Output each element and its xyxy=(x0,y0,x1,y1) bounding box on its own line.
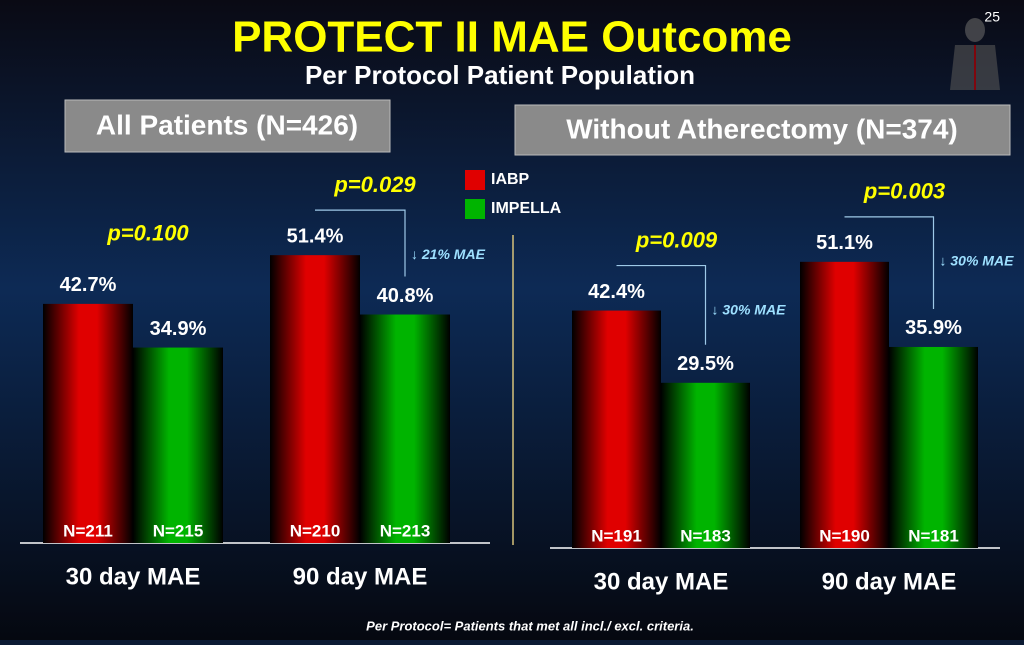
bar xyxy=(133,347,223,543)
p-value: p=0.100 xyxy=(106,221,189,246)
reduction-label: ↓ 21% MAE xyxy=(411,246,486,262)
n-label: N=213 xyxy=(380,521,431,540)
bar xyxy=(889,346,978,548)
legend-swatch xyxy=(465,199,485,219)
panel-title: All Patients (N=426) xyxy=(96,109,358,140)
x-tick-label: 30 day MAE xyxy=(594,568,729,595)
legend-label: IABP xyxy=(491,171,530,188)
reduction-label: ↓ 30% MAE xyxy=(940,253,1015,269)
page-number: 25 xyxy=(984,9,1000,25)
bar xyxy=(572,310,661,548)
reduction-label: ↓ 30% MAE xyxy=(712,301,787,317)
bracket xyxy=(616,264,707,345)
data-label: 51.4% xyxy=(287,225,344,247)
logo xyxy=(950,18,1000,90)
data-label: 51.1% xyxy=(816,232,873,254)
n-label: N=215 xyxy=(153,521,204,540)
bar xyxy=(43,303,133,543)
bracket xyxy=(315,209,406,277)
n-label: N=211 xyxy=(63,521,113,540)
panel-title: Without Atherectomy (N=374) xyxy=(566,113,958,144)
legend-swatch xyxy=(465,170,485,190)
data-label: 34.9% xyxy=(150,318,207,340)
p-value: p=0.003 xyxy=(863,179,945,204)
bar xyxy=(360,314,450,543)
data-label: 29.5% xyxy=(677,353,734,375)
x-tick-label: 90 day MAE xyxy=(822,568,957,595)
bar xyxy=(661,382,750,548)
subtitle: Per Protocol Patient Population xyxy=(305,60,695,90)
data-label: 40.8% xyxy=(377,285,434,307)
panel-title-box xyxy=(64,99,391,153)
bracket xyxy=(844,216,935,309)
legend-label: IMPELLA xyxy=(491,200,562,217)
n-label: N=191 xyxy=(591,526,642,545)
n-label: N=181 xyxy=(908,526,959,545)
bar xyxy=(800,261,889,548)
p-value: p=0.029 xyxy=(333,172,416,197)
panel-title-box xyxy=(514,104,1011,156)
footnote: Per Protocol= Patients that met all incl… xyxy=(366,618,694,633)
title: PROTECT II MAE Outcome xyxy=(232,13,792,62)
data-label: 42.7% xyxy=(60,274,117,296)
n-label: N=183 xyxy=(680,526,731,545)
n-label: N=210 xyxy=(290,521,341,540)
p-value: p=0.009 xyxy=(635,227,718,252)
n-label: N=190 xyxy=(819,526,870,545)
x-tick-label: 30 day MAE xyxy=(66,563,201,590)
x-tick-label: 90 day MAE xyxy=(293,563,428,590)
bar xyxy=(270,255,360,543)
data-label: 42.4% xyxy=(588,281,645,303)
data-label: 35.9% xyxy=(905,317,962,339)
